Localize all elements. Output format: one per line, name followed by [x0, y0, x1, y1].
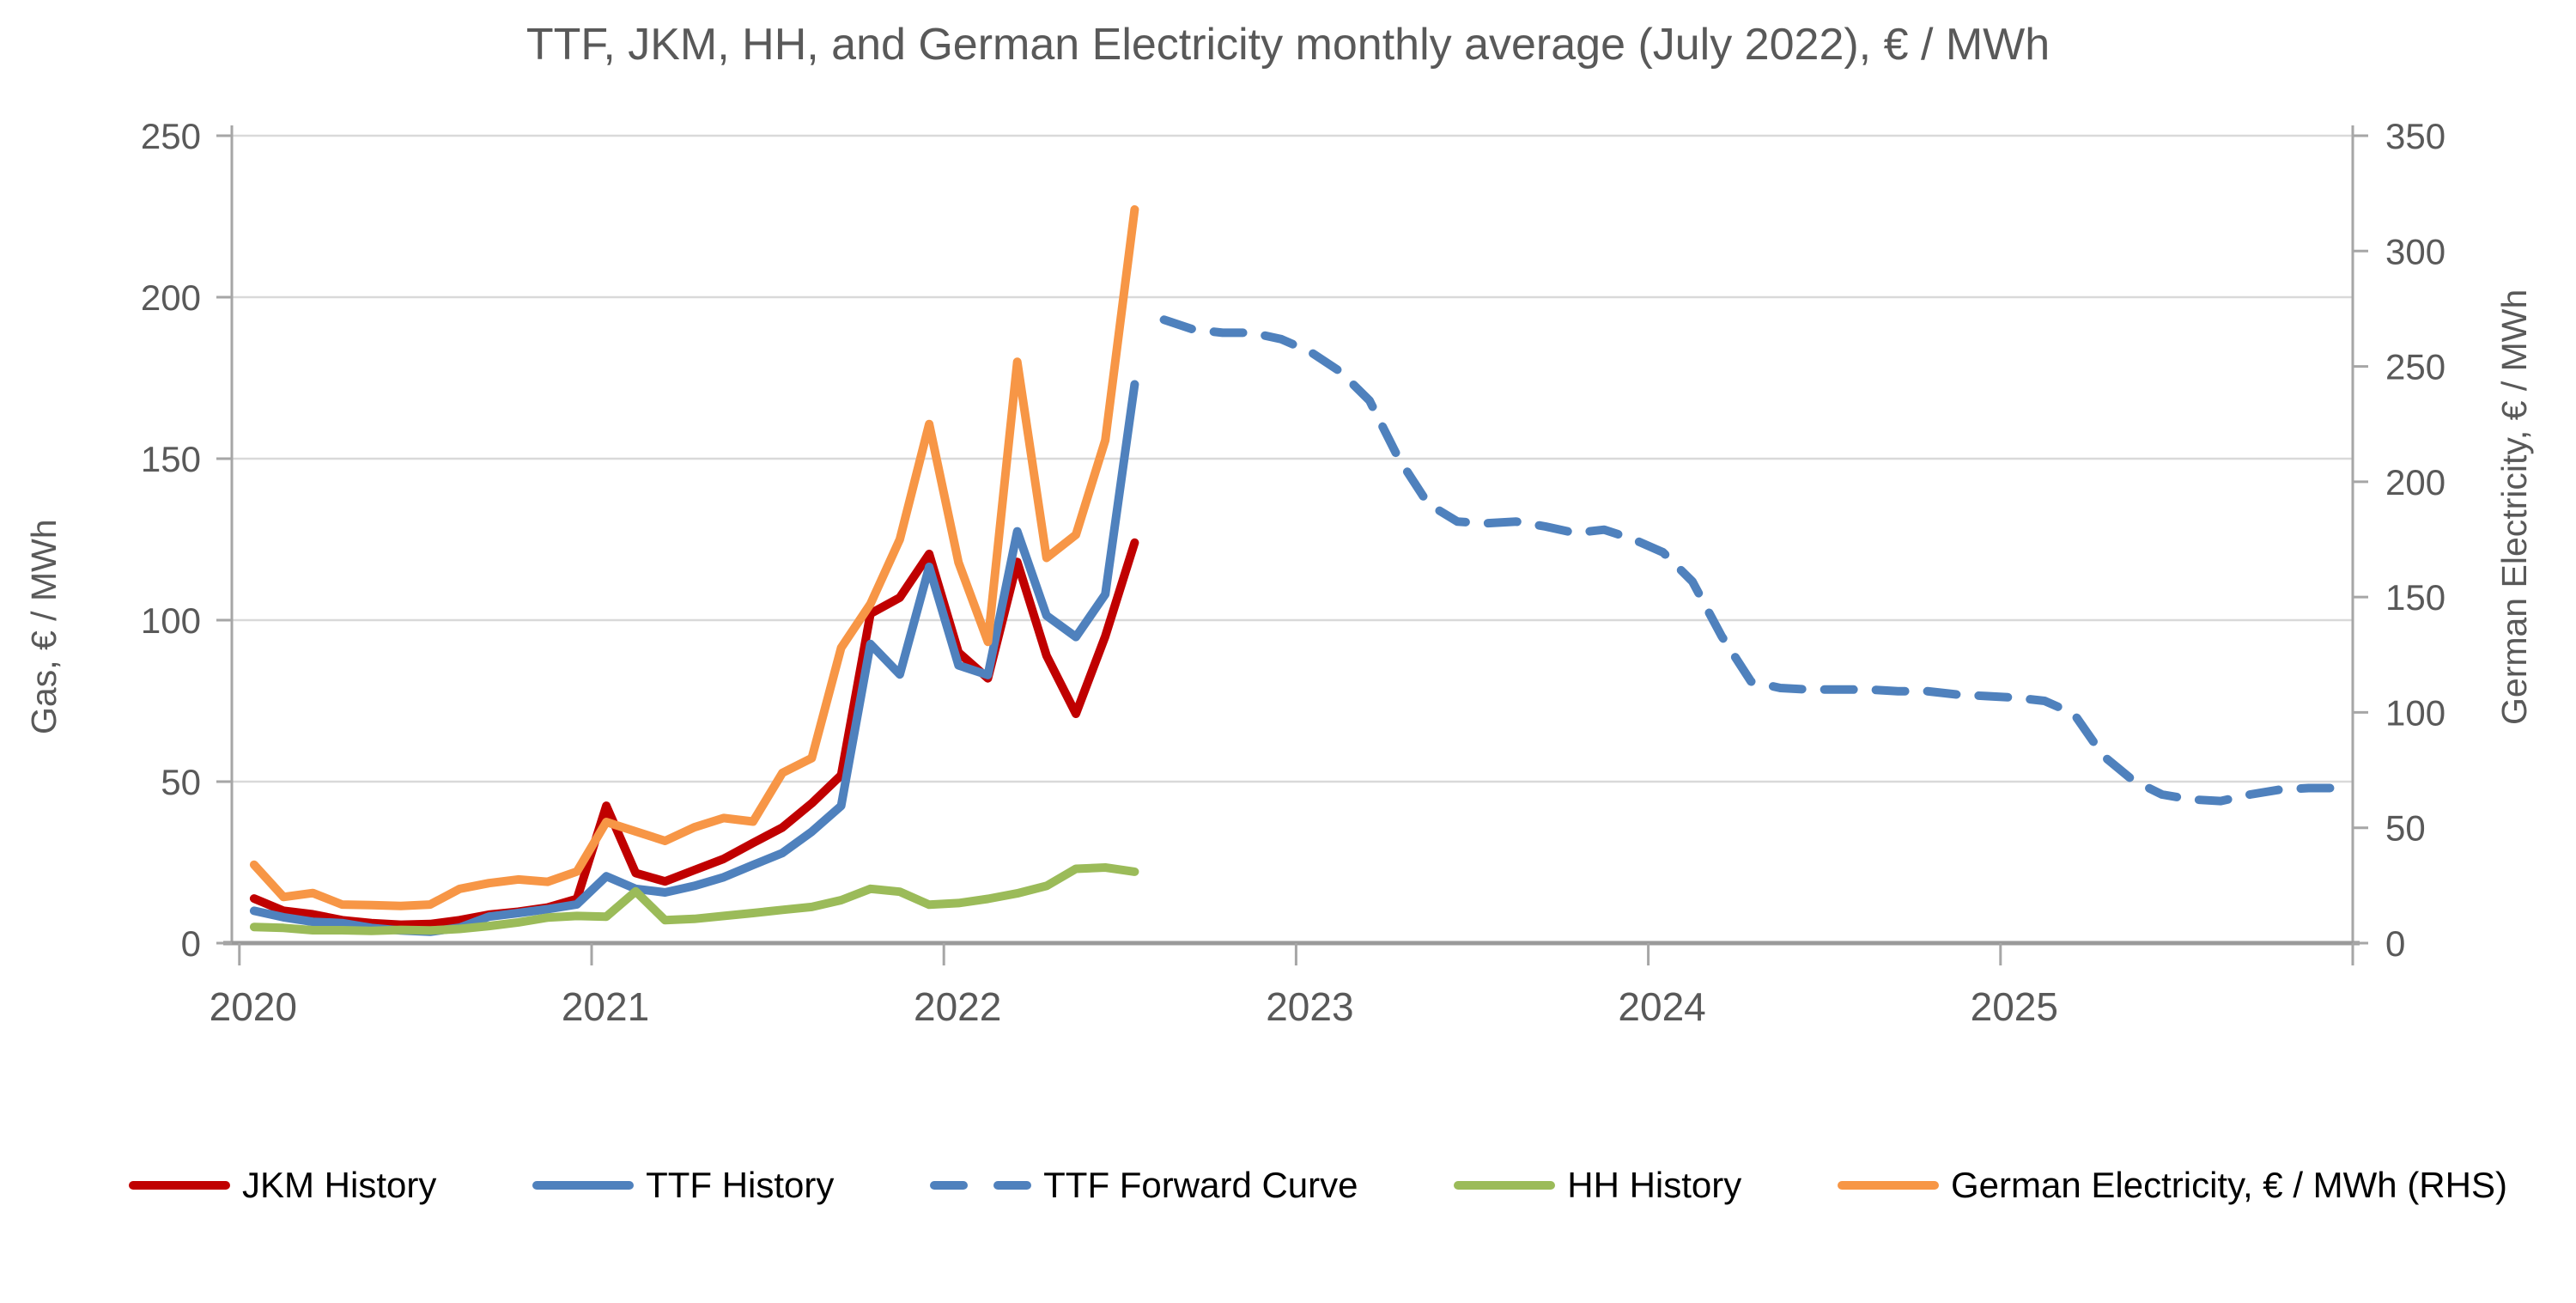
right-axis-tick-label: 250 [2385, 347, 2445, 387]
x-axis-tick-label: 2023 [1266, 984, 1353, 1029]
legend-label: JKM History [242, 1165, 437, 1205]
left-axis-tick-label: 100 [141, 600, 201, 641]
right-axis-tick-label: 300 [2385, 231, 2445, 271]
legend-line-swatch [532, 1181, 635, 1190]
legend-item: JKM History [129, 1165, 436, 1206]
legend-item: TTF History [532, 1165, 834, 1206]
series-hh-history [249, 863, 1139, 935]
legend-item: German Electricity, € / MWh (RHS) [1838, 1165, 2507, 1206]
page-title: TTF, JKM, HH, and German Electricity mon… [526, 20, 2050, 70]
x-axis-tick-label: 2020 [210, 984, 297, 1029]
left-axis-tick-label: 250 [141, 116, 201, 156]
legend-label: TTF Forward Curve [1043, 1165, 1358, 1205]
legend-line-swatch [129, 1181, 230, 1190]
right-axis-tick-label: 200 [2385, 462, 2445, 502]
left-axis-tick-label: 50 [161, 762, 201, 802]
legend: JKM History TTF History TTF Forward Curve H… [129, 1151, 2507, 1220]
x-axis-tick-label: 2021 [562, 984, 649, 1029]
legend-line-swatch [1454, 1181, 1556, 1190]
series-ttf-forward-curve [1159, 315, 2342, 806]
right-axis-tick-label: 50 [2385, 808, 2426, 849]
legend-item: HH History [1454, 1165, 1741, 1206]
legend-item: TTF Forward Curve [930, 1165, 1358, 1206]
x-axis-tick-label: 2024 [1618, 984, 1705, 1029]
x-axis-tick-label: 2025 [1971, 984, 2058, 1029]
right-axis-tick-label: 150 [2385, 577, 2445, 618]
x-axis-tick-label: 2022 [914, 984, 1001, 1029]
legend-dashed-line-swatch [930, 1181, 1032, 1190]
right-axis-tick-label: 350 [2385, 116, 2445, 156]
left-axis-tick-label: 200 [141, 277, 201, 318]
right-axis-tick-label: 100 [2385, 692, 2445, 733]
right-axis-tick-label: 0 [2385, 923, 2405, 964]
legend-line-swatch [1838, 1181, 1939, 1190]
legend-label: HH History [1567, 1165, 1742, 1205]
legend-label: German Electricity, € / MWh (RHS) [1951, 1165, 2507, 1205]
series-german-electricity-mwh-rhs [249, 204, 1139, 910]
left-axis-tick-label: 0 [181, 923, 201, 964]
legend-label: TTF History [646, 1165, 835, 1205]
left-axis-tick-label: 150 [141, 439, 201, 479]
